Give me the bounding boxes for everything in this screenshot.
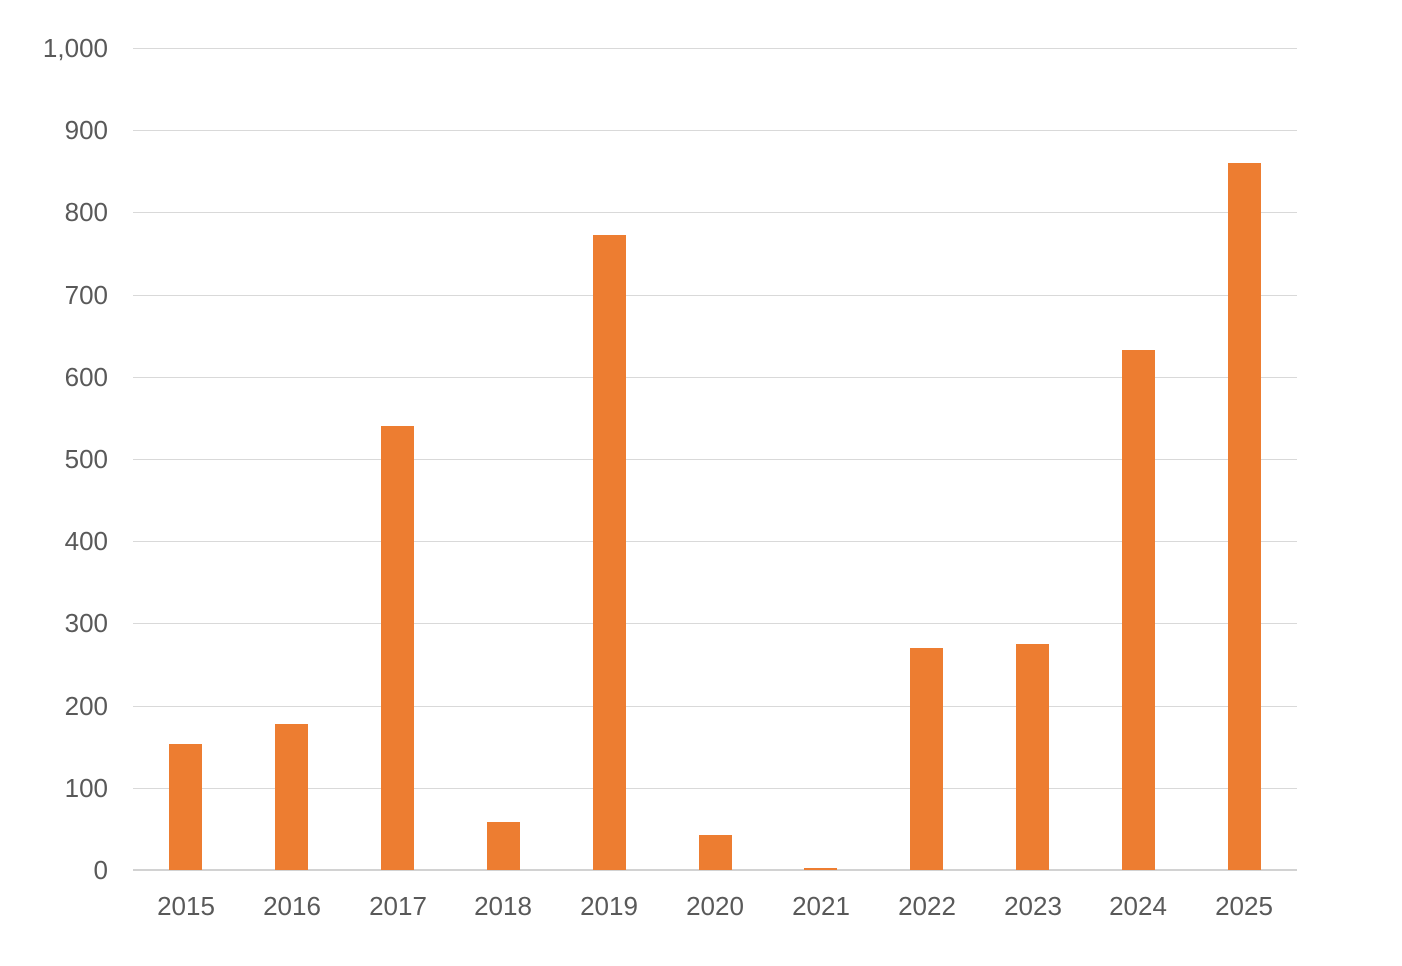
y-tick-label-300: 300 (64, 608, 108, 639)
gridline-700 (133, 294, 1297, 296)
y-tick-label-100: 100 (64, 772, 108, 803)
x-tick-label-2015: 2015 (157, 891, 215, 921)
y-tick-label-900: 900 (64, 115, 108, 146)
gridline-400 (133, 541, 1297, 543)
gridline-600 (133, 376, 1297, 378)
plot-area (133, 48, 1297, 871)
bar-2021 (804, 868, 837, 870)
x-tick-label-2019: 2019 (580, 891, 638, 921)
x-tick-label-2016: 2016 (263, 891, 321, 921)
x-tick-label-2021: 2021 (792, 891, 850, 921)
bar-2016 (275, 724, 308, 870)
gridline-1000 (133, 48, 1297, 49)
x-tick-label-2017: 2017 (369, 891, 427, 921)
bar-2019 (593, 235, 626, 870)
x-tick-label-2018: 2018 (474, 891, 532, 921)
x-tick-label-2023: 2023 (1004, 891, 1062, 921)
bar-2020 (699, 835, 732, 870)
gridline-300 (133, 623, 1297, 625)
y-tick-label-400: 400 (64, 526, 108, 557)
x-tick-label-2024: 2024 (1109, 891, 1167, 921)
x-tick-label-2025: 2025 (1215, 891, 1273, 921)
bar-2018 (487, 822, 520, 870)
gridline-800 (133, 212, 1297, 214)
gridline-100 (133, 787, 1297, 789)
y-tick-label-1000: 1,000 (42, 33, 108, 63)
x-axis-line (133, 869, 1297, 871)
x-tick-label-2022: 2022 (898, 891, 956, 921)
y-tick-label-700: 700 (64, 279, 108, 310)
gridline-900 (133, 130, 1297, 132)
y-tick-label-500: 500 (64, 444, 108, 474)
y-tick-label-600: 600 (64, 361, 108, 392)
x-tick-label-2020: 2020 (686, 891, 744, 921)
bar-2023 (1016, 644, 1049, 870)
bar-2022 (910, 648, 943, 870)
gridline-500 (133, 459, 1297, 460)
y-tick-label-800: 800 (64, 197, 108, 228)
gridline-200 (133, 705, 1297, 707)
bar-2025 (1228, 163, 1261, 870)
bar-2015 (169, 744, 202, 870)
y-tick-label-0: 0 (93, 855, 108, 885)
bar-2024 (1122, 350, 1155, 870)
bar-2017 (381, 426, 414, 870)
y-tick-label-200: 200 (64, 690, 108, 721)
